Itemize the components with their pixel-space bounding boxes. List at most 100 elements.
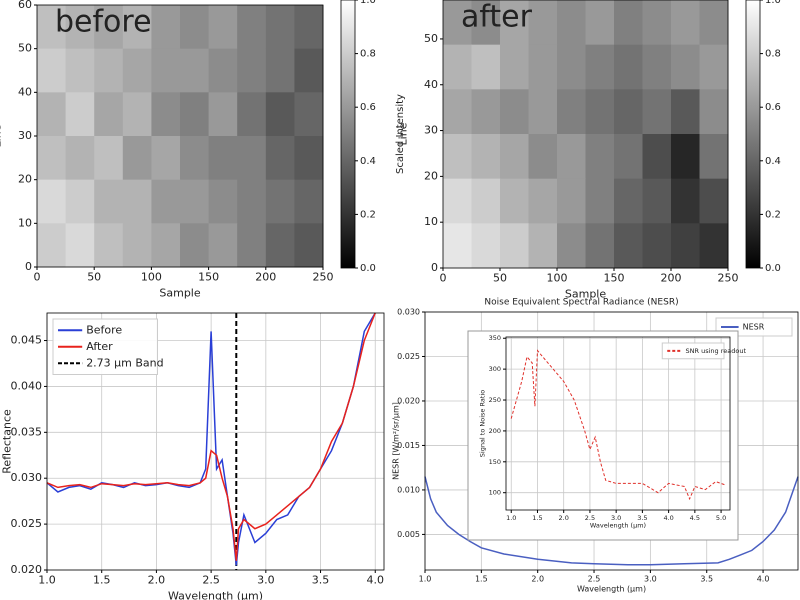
heatmap-cell xyxy=(265,48,295,93)
heatmap-cell xyxy=(151,136,181,181)
annotation: after xyxy=(461,0,533,35)
heatmap-cell xyxy=(180,48,210,93)
heatmap-cell xyxy=(699,89,729,135)
heatmap-cell xyxy=(37,5,67,50)
y-tick-label: 0 xyxy=(25,260,32,273)
y-tick-label: 20 xyxy=(18,173,32,186)
colorbar xyxy=(340,0,356,269)
x-tick-label: 2.5 xyxy=(588,574,601,583)
heatmap-cell xyxy=(614,134,643,180)
x-tick-label: 2.5 xyxy=(202,574,220,587)
heatmap-cell xyxy=(443,223,472,269)
heatmap-cell xyxy=(642,134,672,180)
y-tick-label: 10 xyxy=(424,215,438,228)
heatmap-cell xyxy=(151,5,181,50)
x-tick-label: 150 xyxy=(198,271,219,284)
series-line xyxy=(46,312,376,561)
colorbar-tick-label: 0.4 xyxy=(765,156,781,167)
heatmap-cell xyxy=(37,179,67,224)
legend-label: SNR using readout xyxy=(686,347,747,355)
x-tick-label: 1.5 xyxy=(93,574,111,587)
heatmap-cell xyxy=(94,136,124,181)
heatmap-cell xyxy=(642,44,672,90)
y-tick-label: 200 xyxy=(489,427,501,435)
heatmap-cell xyxy=(642,0,672,46)
x-tick-label: 2.0 xyxy=(148,574,166,587)
heatmap-cell xyxy=(151,223,181,268)
heatmap-cell xyxy=(699,134,729,180)
y-tick-label: 150 xyxy=(489,458,501,466)
y-tick-label: 0.010 xyxy=(397,485,420,494)
heatmap-cell xyxy=(94,179,124,224)
x-tick-label: 1.5 xyxy=(475,574,488,583)
heatmap-cell xyxy=(122,92,152,137)
heatmap-cell xyxy=(528,134,558,180)
y-tick-label: 10 xyxy=(18,216,32,229)
x-tick-label: 3.0 xyxy=(257,574,275,587)
heatmap-cell xyxy=(500,44,529,90)
heatmap-cell xyxy=(557,44,586,90)
heatmap-cell xyxy=(37,136,67,181)
heatmap-cell xyxy=(471,178,501,224)
heatmap-cell xyxy=(294,179,324,224)
y-tick-label: 50 xyxy=(18,42,32,55)
y-tick-label: 350 xyxy=(489,334,501,342)
heatmap-cell xyxy=(65,223,95,268)
colorbar-tick-label: 0.2 xyxy=(765,209,781,220)
heatmap-cell xyxy=(294,48,324,93)
heatmap-cell xyxy=(500,89,529,135)
heatmap-cell xyxy=(671,0,700,46)
plot-area xyxy=(506,337,730,510)
heatmap-cell xyxy=(528,223,558,269)
y-tick-label: 60 xyxy=(18,0,32,11)
heatmap-cell xyxy=(65,48,95,93)
heatmap-cell xyxy=(557,134,586,180)
y-tick-label: 0.005 xyxy=(397,530,420,539)
x-tick-label: 100 xyxy=(141,271,162,284)
y-axis-label: NESR [W/m²/sr/μm] xyxy=(392,402,401,480)
heatmap-cell xyxy=(671,89,700,135)
chart-title: Noise Equivalent Spectral Radiance (NESR… xyxy=(484,298,678,308)
heatmap-cell xyxy=(500,134,529,180)
series-line xyxy=(510,349,727,501)
heatmap-cell xyxy=(294,136,324,181)
heatmap-cell xyxy=(443,89,472,135)
x-axis-label: Wavelength (μm) xyxy=(168,589,263,600)
heatmap-cell xyxy=(585,89,615,135)
heatmap-cell xyxy=(180,179,210,224)
heatmap-cell xyxy=(151,92,181,137)
x-tick-label: 250 xyxy=(313,271,334,284)
colorbar-tick-label: 1.0 xyxy=(765,0,781,6)
heatmap-cell xyxy=(642,178,672,224)
heatmap-cell xyxy=(614,89,643,135)
y-tick-label: 20 xyxy=(424,169,438,182)
heatmap-cell xyxy=(614,178,643,224)
heatmap-cell xyxy=(699,178,729,224)
heatmap-cell xyxy=(151,179,181,224)
heatmap-cell xyxy=(208,5,238,50)
legend-label: After xyxy=(86,340,113,353)
x-tick-label: 5.0 xyxy=(716,514,726,522)
heatmap-cell xyxy=(237,179,267,224)
heatmap-cell xyxy=(471,44,501,90)
x-tick-label: 3.5 xyxy=(637,514,647,522)
heatmap-cell xyxy=(37,92,67,137)
axes-frame xyxy=(36,4,324,268)
heatmap-cell xyxy=(237,48,267,93)
x-tick-label: 4.0 xyxy=(663,514,673,522)
legend-label: 2.73 μm Band xyxy=(86,356,163,369)
colorbar-tick-label: 0.2 xyxy=(360,209,376,220)
heatmap-cell xyxy=(642,223,672,269)
heatmap-cell xyxy=(65,136,95,181)
heatmap-cell xyxy=(265,5,295,50)
heatmap-cell xyxy=(614,44,643,90)
heatmap-cell xyxy=(443,178,472,224)
y-tick-label: 100 xyxy=(489,489,501,497)
colorbar-tick-label: 0.6 xyxy=(360,102,376,113)
heatmap-cell xyxy=(471,89,501,135)
heatmap-cell xyxy=(528,44,558,90)
x-tick-label: 1.0 xyxy=(506,514,516,522)
axes-frame xyxy=(46,312,385,571)
colorbar-tick-label: 0.8 xyxy=(360,49,376,60)
